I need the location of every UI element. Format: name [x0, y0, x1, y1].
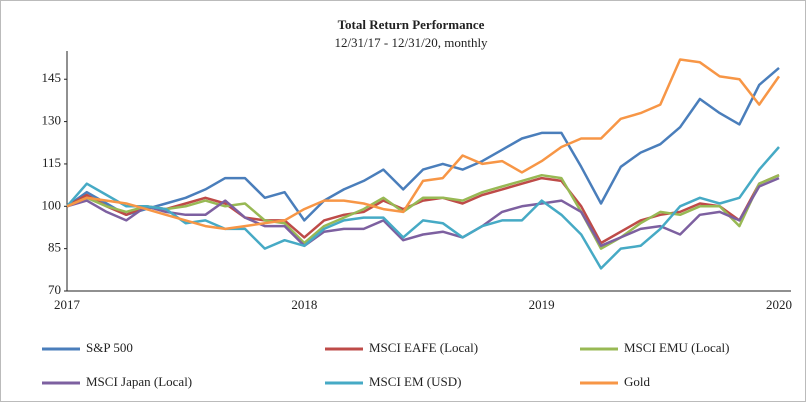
- y-tick-label: 70: [48, 282, 61, 297]
- legend-label: Gold: [624, 374, 651, 389]
- series-line: [66, 176, 780, 248]
- legend-label: S&P 500: [86, 340, 133, 355]
- x-tick-label: 2020: [766, 297, 792, 312]
- x-tick-label: 2017: [54, 297, 81, 312]
- chart-subtitle: 12/31/17 - 12/31/20, monthly: [334, 35, 488, 50]
- y-tick-label: 145: [42, 70, 62, 85]
- legend-label: MSCI Japan (Local): [86, 374, 192, 389]
- legend-label: MSCI EM (USD): [369, 374, 461, 389]
- series-line: [66, 58, 781, 231]
- legend-label: MSCI EMU (Local): [624, 340, 729, 355]
- legend-label: MSCI EAFE (Local): [369, 340, 478, 355]
- series-line: [66, 146, 780, 270]
- y-tick-label: 100: [42, 197, 62, 212]
- series-line: [66, 173, 780, 250]
- x-tick-label: 2018: [291, 297, 317, 312]
- x-tick-label: 2019: [529, 297, 555, 312]
- series-line: [66, 174, 780, 245]
- series-line: [66, 66, 780, 222]
- y-tick-label: 85: [48, 240, 61, 255]
- y-tick-label: 115: [42, 155, 61, 170]
- chart-title: Total Return Performance: [338, 17, 485, 32]
- y-tick-label: 130: [42, 113, 62, 128]
